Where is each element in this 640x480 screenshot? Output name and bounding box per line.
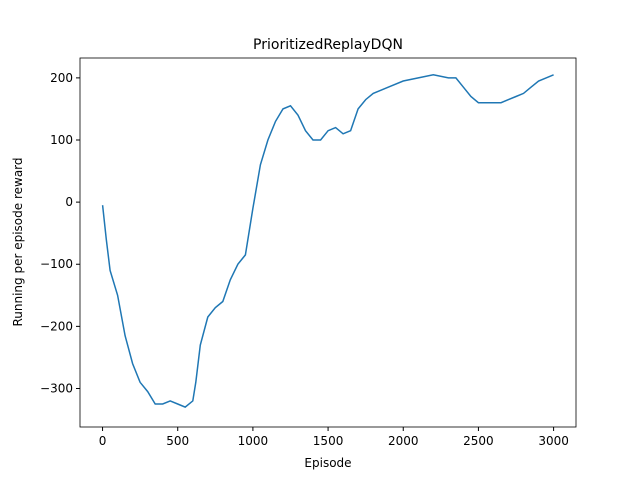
x-tick-label: 2500 — [463, 434, 494, 448]
y-tick-label: −100 — [40, 257, 73, 271]
y-tick-label: 100 — [50, 133, 73, 147]
y-tick-label: −300 — [40, 381, 73, 395]
x-tick-label: 1000 — [238, 434, 269, 448]
chart-title: PrioritizedReplayDQN — [253, 37, 403, 53]
plot-frame — [79, 57, 577, 428]
x-tick-label: 500 — [166, 434, 189, 448]
x-axis-label: Episode — [304, 456, 351, 470]
x-tick-label: 1500 — [313, 434, 344, 448]
y-axis-label: Running per episode reward — [11, 157, 25, 326]
data-line — [101, 74, 554, 408]
y-tick-label: 0 — [65, 195, 73, 209]
x-tick-label: 3000 — [538, 434, 569, 448]
y-tick-label: −200 — [40, 319, 73, 333]
x-tick-label: 0 — [99, 434, 107, 448]
y-tick-label: 200 — [50, 71, 73, 85]
x-tick-label: 2000 — [388, 434, 419, 448]
